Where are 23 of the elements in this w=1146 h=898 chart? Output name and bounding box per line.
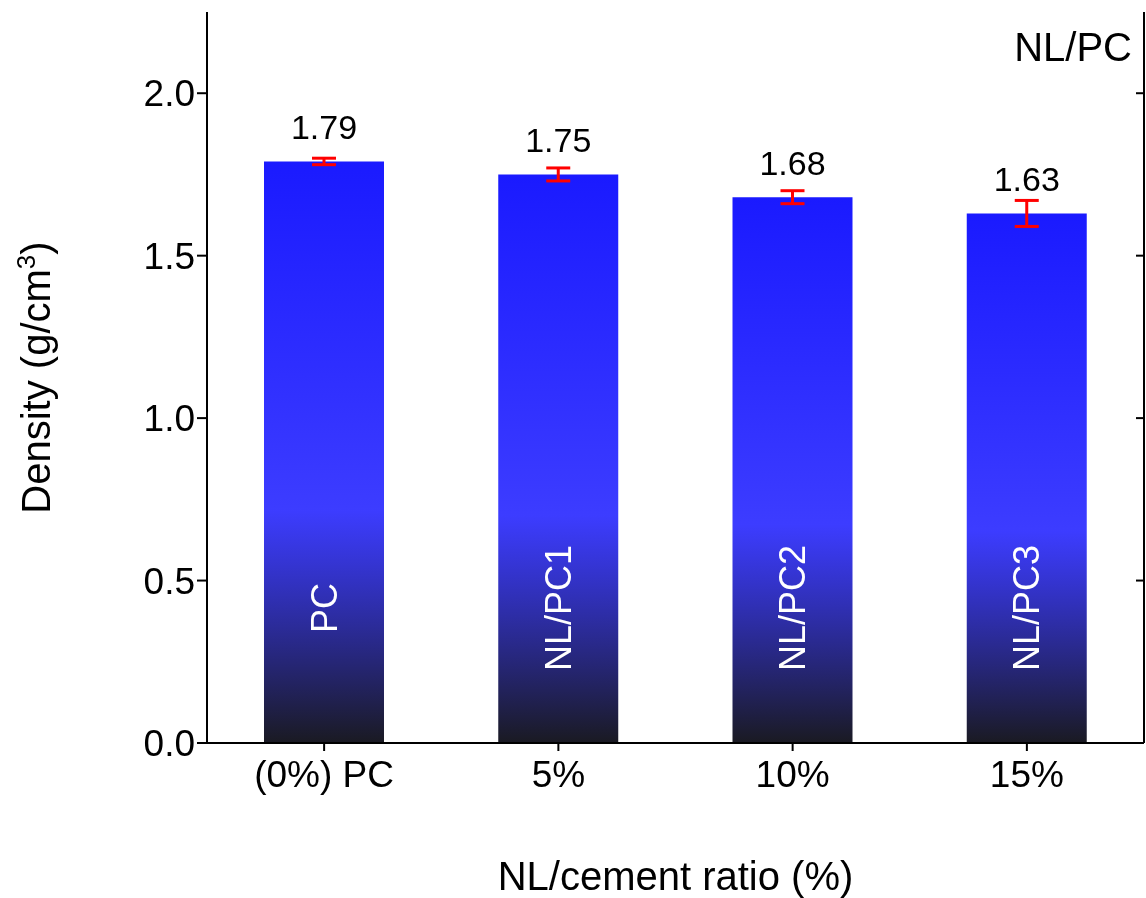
y-tick-label: 1.5 <box>143 235 195 277</box>
x-axis-title: NL/cement ratio (%) <box>497 854 854 898</box>
x-tick-label: (0%) PC <box>254 754 395 796</box>
y-tick-label: 2.0 <box>143 73 195 115</box>
bar <box>264 161 384 743</box>
data-label: 1.63 <box>993 160 1060 199</box>
data-label: 1.75 <box>525 121 592 160</box>
bar <box>732 197 853 743</box>
annotation: PC <box>303 582 345 634</box>
data-label: 1.68 <box>759 144 826 183</box>
bar <box>966 213 1087 743</box>
x-tick-label: 5% <box>531 754 586 796</box>
y-tick-label: 0.5 <box>143 560 195 602</box>
data-label: 1.79 <box>290 108 358 147</box>
annotation: NL/PC <box>1014 24 1132 70</box>
annotation: NL/PC1 <box>537 544 579 672</box>
y-tick-label: 0.0 <box>143 723 195 765</box>
x-tick-label: 15% <box>989 754 1064 796</box>
y-tick-label: 1.0 <box>143 398 195 440</box>
annotation: NL/PC2 <box>772 544 813 672</box>
annotation: NL/PC3 <box>1006 544 1048 672</box>
x-tick-label: 10% <box>755 754 830 796</box>
bar <box>498 174 619 743</box>
